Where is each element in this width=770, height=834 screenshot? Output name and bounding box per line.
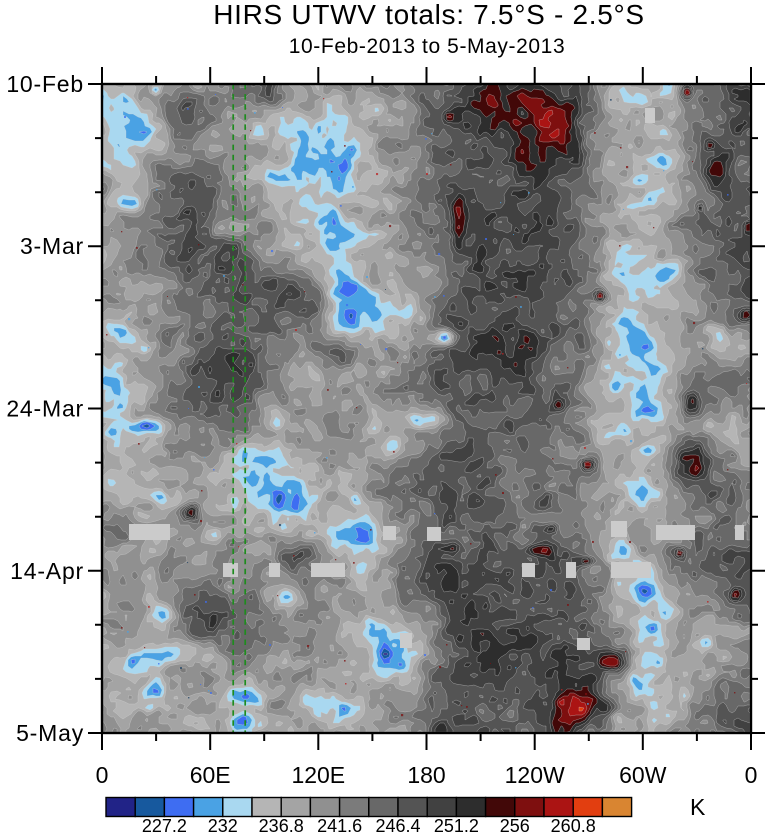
svg-text:3-Mar: 3-Mar: [20, 233, 84, 259]
svg-text:HIRS UTWV totals: 7.5°S - 2.5°: HIRS UTWV totals: 7.5°S - 2.5°S: [213, 0, 645, 30]
svg-text:60W: 60W: [619, 762, 667, 788]
svg-text:0: 0: [96, 762, 109, 788]
svg-text:246.4: 246.4: [375, 816, 420, 834]
svg-text:232: 232: [208, 816, 238, 834]
svg-text:256: 256: [500, 816, 530, 834]
svg-text:5-May: 5-May: [16, 720, 84, 746]
svg-text:0: 0: [745, 762, 758, 788]
svg-text:60E: 60E: [190, 762, 231, 788]
svg-text:120W: 120W: [505, 762, 565, 788]
svg-text:10-Feb: 10-Feb: [6, 71, 84, 97]
svg-text:227.2: 227.2: [142, 816, 187, 834]
svg-text:10-Feb-2013 to 5-May-2013: 10-Feb-2013 to 5-May-2013: [289, 35, 566, 58]
svg-text:K: K: [690, 794, 706, 820]
svg-text:24-Mar: 24-Mar: [6, 396, 84, 422]
svg-text:260.8: 260.8: [551, 816, 596, 834]
svg-text:236.8: 236.8: [259, 816, 304, 834]
svg-text:14-Apr: 14-Apr: [10, 558, 84, 584]
svg-text:120E: 120E: [291, 762, 345, 788]
svg-text:180: 180: [407, 762, 445, 788]
svg-text:251.2: 251.2: [434, 816, 479, 834]
svg-text:241.6: 241.6: [317, 816, 362, 834]
